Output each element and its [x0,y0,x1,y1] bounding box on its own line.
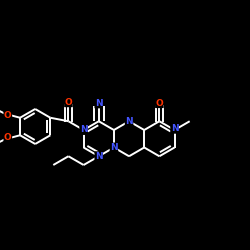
Text: N: N [110,143,118,152]
Text: N: N [125,117,133,126]
Text: N: N [95,152,102,161]
Text: O: O [4,134,12,142]
Text: N: N [95,99,102,108]
Text: N: N [171,124,178,133]
Text: N: N [80,126,88,134]
Text: O: O [64,98,72,107]
Text: O: O [4,110,12,120]
Text: O: O [156,98,163,108]
